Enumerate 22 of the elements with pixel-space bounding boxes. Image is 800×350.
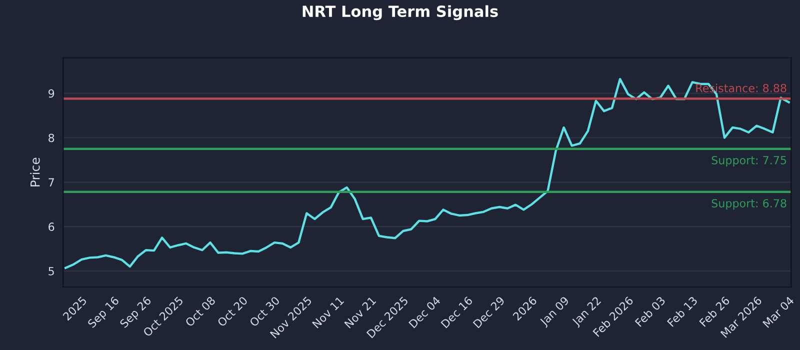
x-tick-label: Feb 03 bbox=[634, 296, 666, 328]
y-axis-title: Price bbox=[30, 158, 40, 186]
x-tick-label: Feb 13 bbox=[666, 296, 698, 328]
x-tick-label: Dec 29 bbox=[472, 296, 506, 328]
chart-title: NRT Long Term Signals bbox=[302, 5, 498, 20]
y-tick-label: 9 bbox=[48, 89, 54, 98]
x-tick-label: Jan 09 bbox=[538, 296, 571, 328]
x-tick-label: Oct 08 bbox=[184, 296, 216, 328]
x-tick-label: Feb 26 bbox=[698, 296, 730, 328]
x-tick-label: Mar 04 bbox=[762, 296, 794, 328]
y-tick-label: 5 bbox=[48, 267, 54, 276]
y-tick-label: 7 bbox=[48, 178, 54, 186]
y-tick-label: 6 bbox=[48, 222, 54, 231]
y-tick-label: 8 bbox=[48, 134, 54, 142]
ref-line-label: Support: 6.78 bbox=[712, 199, 786, 210]
x-tick-label: Sep 16 bbox=[87, 296, 121, 330]
x-tick-label: Dec 04 bbox=[408, 296, 441, 328]
x-tick-label: Oct 20 bbox=[216, 296, 248, 328]
x-tick-label: Dec 16 bbox=[440, 296, 473, 328]
line-series bbox=[64, 78, 790, 270]
ref-line-label: Support: 7.75 bbox=[712, 156, 786, 167]
x-tick-label: Oct 30 bbox=[249, 296, 280, 328]
